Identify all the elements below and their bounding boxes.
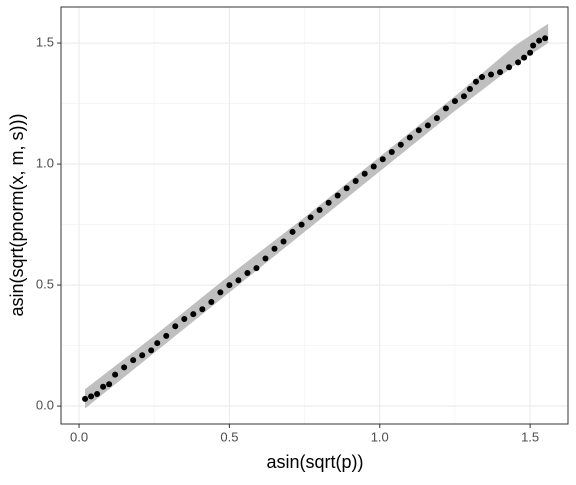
point <box>451 98 458 105</box>
point <box>352 178 359 185</box>
point <box>112 371 119 378</box>
point <box>199 306 206 313</box>
point <box>172 323 179 330</box>
point <box>530 42 537 49</box>
point <box>289 228 296 235</box>
point <box>298 221 305 228</box>
point <box>515 59 522 66</box>
point <box>478 73 485 80</box>
point <box>253 265 260 272</box>
x-tick-label: 0.0 <box>70 429 88 444</box>
point <box>280 238 287 245</box>
point <box>379 156 386 163</box>
point <box>244 269 251 276</box>
point <box>542 35 549 42</box>
point <box>397 141 404 148</box>
x-tick-label: 1.0 <box>371 429 389 444</box>
point <box>262 255 269 262</box>
point <box>536 37 543 44</box>
y-tick-label: 0.5 <box>36 277 54 292</box>
x-tick-label: 0.5 <box>220 429 238 444</box>
point <box>506 64 513 71</box>
point <box>415 127 422 134</box>
point <box>472 78 479 85</box>
point <box>163 332 170 339</box>
point <box>307 214 314 221</box>
y-tick-label: 1.0 <box>36 156 54 171</box>
point <box>130 357 137 364</box>
point <box>316 207 323 214</box>
point <box>217 289 224 296</box>
point <box>88 393 95 400</box>
point <box>334 192 341 199</box>
point <box>148 347 155 354</box>
point <box>139 352 146 359</box>
point <box>388 148 395 155</box>
point <box>235 277 242 284</box>
point <box>527 49 534 56</box>
point <box>406 134 413 141</box>
point <box>424 122 431 129</box>
point <box>100 383 107 390</box>
point <box>466 86 473 93</box>
point <box>106 381 113 388</box>
point <box>361 170 368 177</box>
point <box>497 69 504 76</box>
point <box>488 71 495 78</box>
confidence-band <box>85 23 549 409</box>
point <box>94 390 101 397</box>
point <box>121 364 128 371</box>
point <box>271 245 278 252</box>
y-tick-label: 1.5 <box>36 34 54 49</box>
point <box>442 105 449 112</box>
y-tick-label: 0.0 <box>36 398 54 413</box>
point <box>460 93 467 100</box>
point <box>226 282 233 289</box>
point <box>208 299 215 306</box>
point <box>325 199 332 206</box>
point <box>370 163 377 170</box>
point <box>190 311 197 318</box>
x-tick-label: 1.5 <box>521 429 539 444</box>
point <box>181 315 188 322</box>
point <box>433 115 440 122</box>
x-axis-title: asin(sqrt(p)) <box>266 452 363 472</box>
point <box>82 395 89 402</box>
y-axis-title: asin(sqrt(pnorm(x, m, s))) <box>7 113 27 316</box>
point <box>521 54 528 61</box>
panel-border <box>60 6 569 425</box>
point <box>343 185 350 192</box>
point <box>154 340 161 347</box>
